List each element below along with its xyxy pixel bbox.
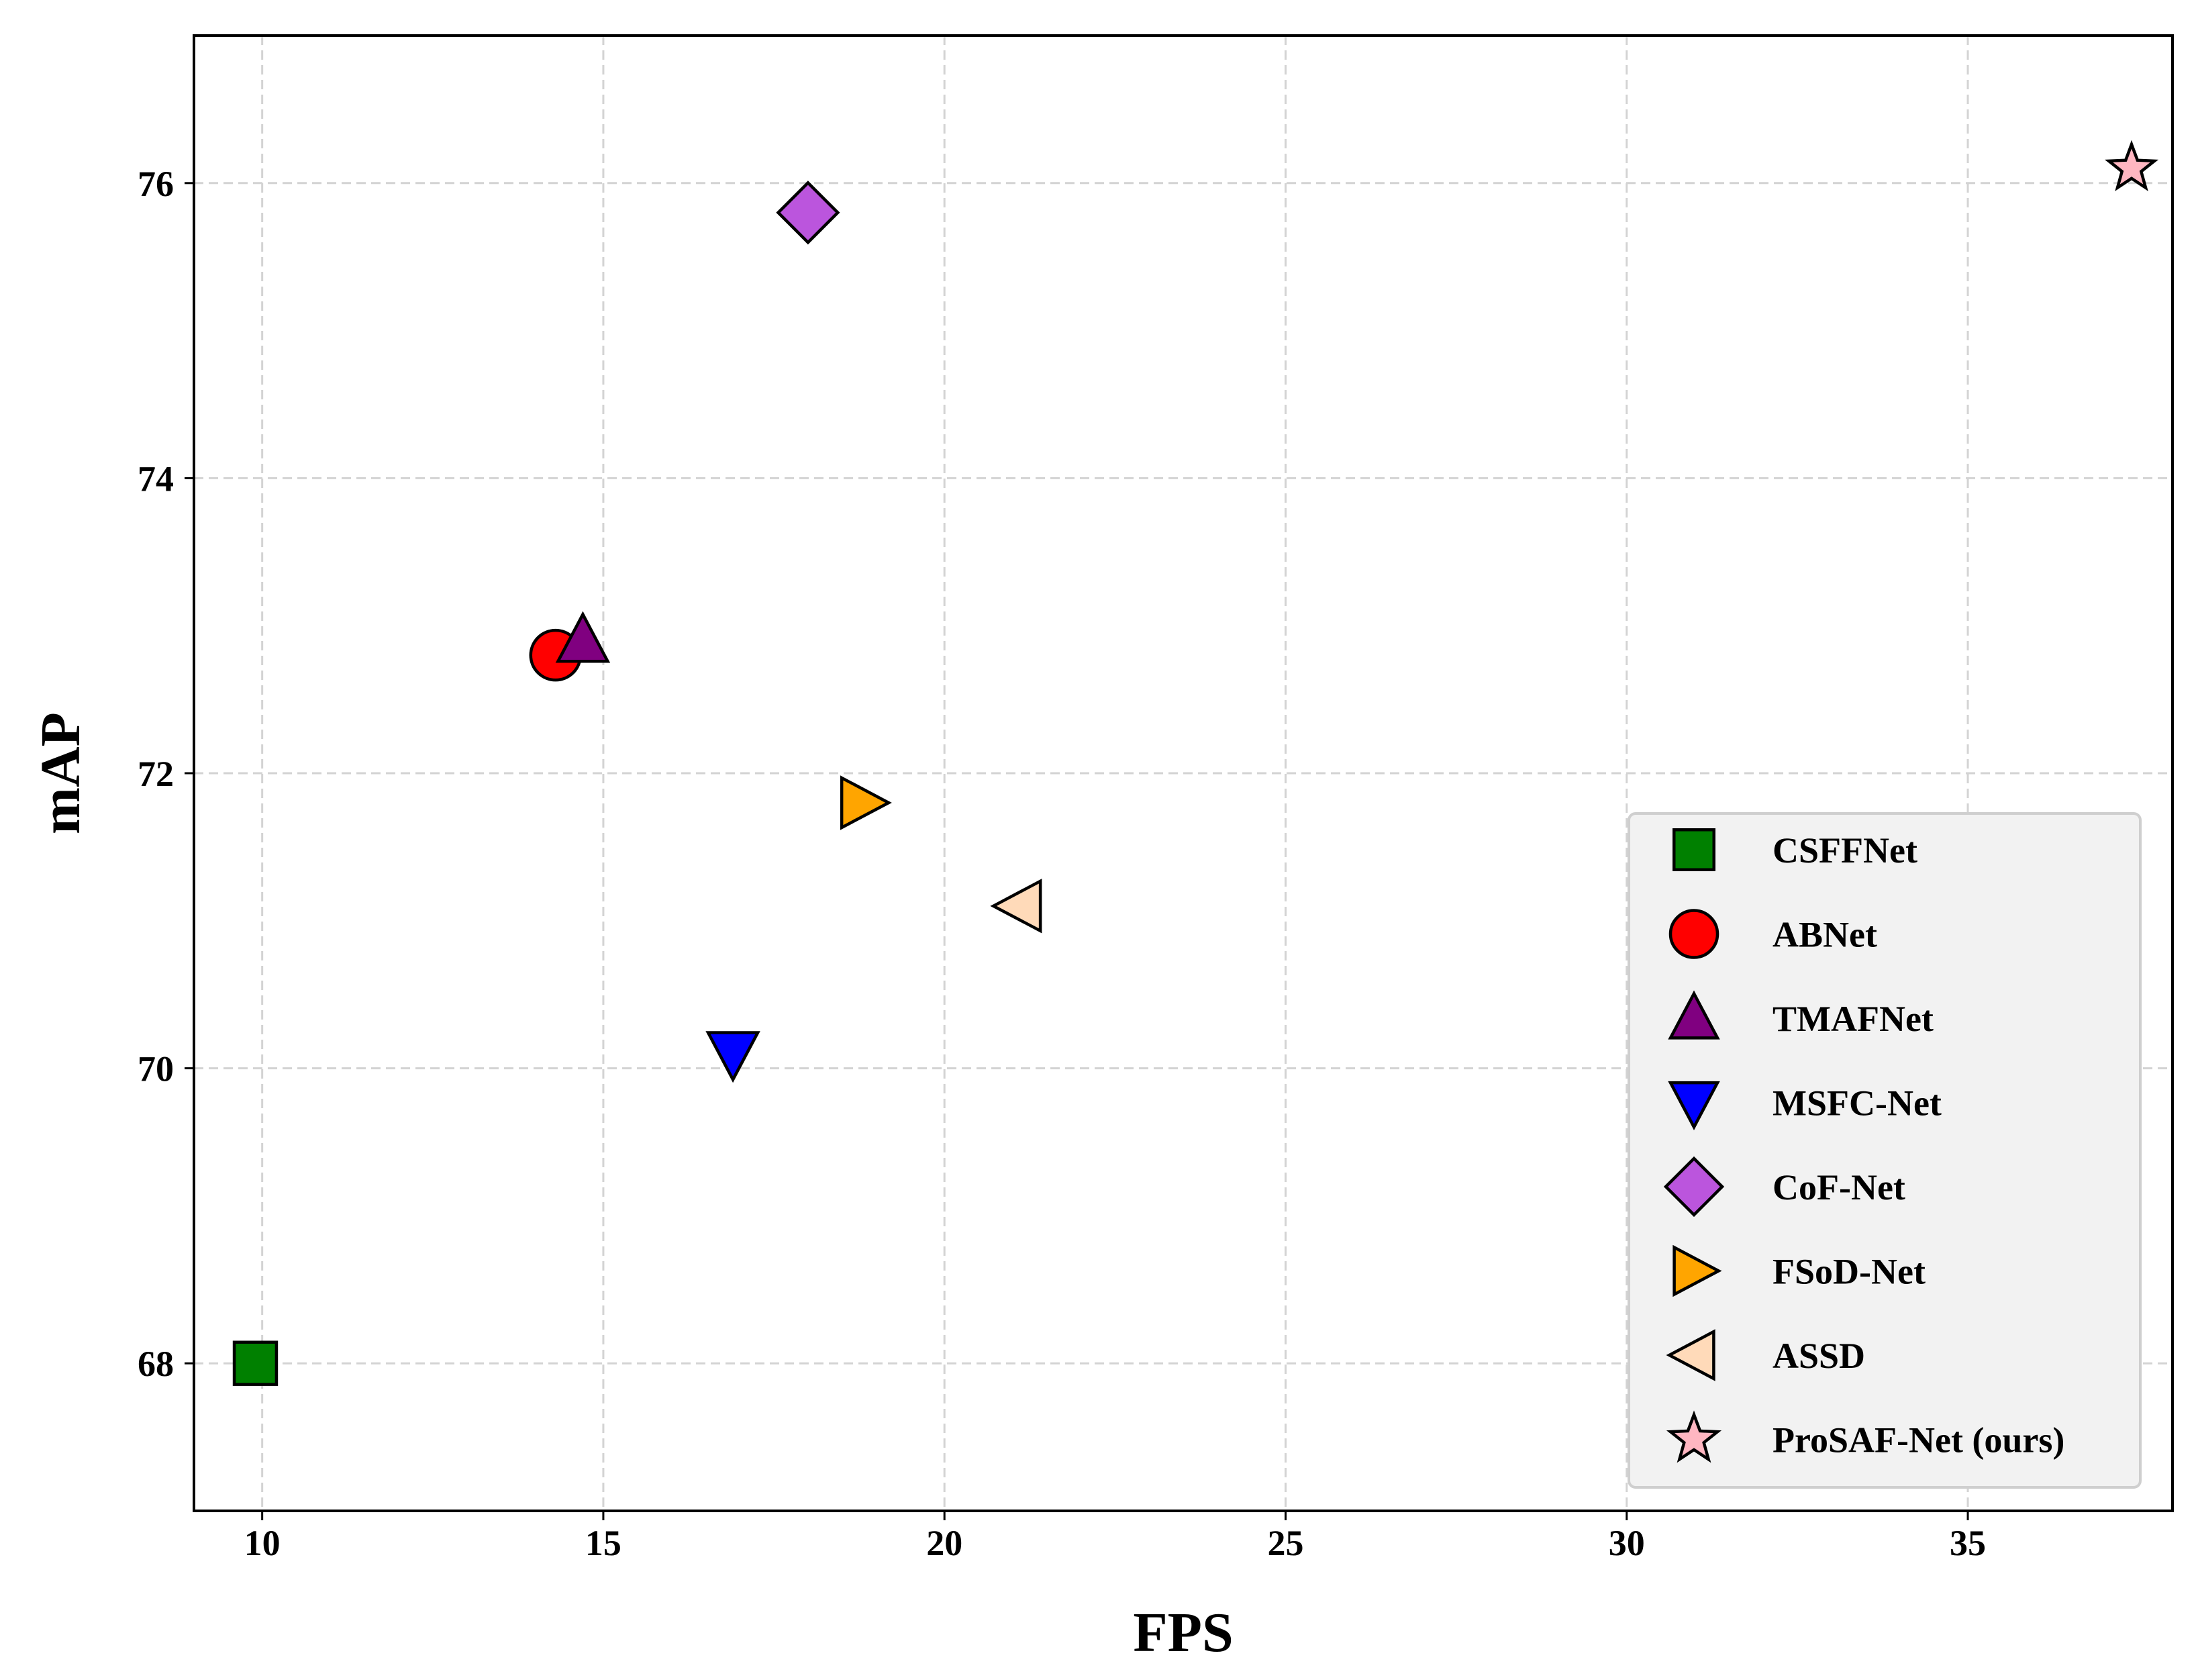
x-tick-label: 25 [1267,1523,1303,1563]
x-tick-label: 10 [244,1523,281,1563]
y-tick-label: 74 [138,458,174,499]
legend-label: ASSD [1773,1336,1865,1376]
legend-label: ProSAF-Net (ours) [1773,1420,2064,1461]
data-point-msfc-net [705,1031,760,1083]
data-point-assd [990,879,1042,934]
y-axis-title: mAP [30,712,92,834]
legend-marker-triangle-right-icon [1673,1244,1722,1297]
legend-marker-square-icon [1673,828,1715,871]
legend-label: CoF-Net [1773,1167,1905,1207]
legend-marker-triangle-up-icon [1668,990,1720,1040]
legend: CSFFNet ABNet TMAFNet MSFC-Net CoF-Net FSoD-N… [1628,812,2142,1489]
legend-marker-star-icon [1666,1410,1722,1463]
y-tick-label: 76 [138,164,174,204]
axis-ticks: 10 15 20 25 30 35 68 70 72 74 76 [138,164,1986,1563]
data-point-csffnet [232,1340,279,1386]
y-tick-label: 70 [138,1049,174,1089]
data-point-prosaf-net-ours- [2105,140,2159,191]
x-axis-title: FPS [1133,1601,1233,1664]
legend-marker-triangle-left-icon [1666,1329,1715,1381]
y-tick-label: 72 [138,754,174,794]
legend-label: FSoD-Net [1773,1252,1926,1292]
data-point-tmafnet [555,611,611,663]
x-tick-label: 20 [926,1523,962,1563]
legend-label: MSFC-Net [1773,1083,1942,1124]
data-point-fsod-net [840,775,892,830]
x-tick-label: 15 [585,1523,621,1563]
y-tick-label: 68 [138,1344,174,1384]
legend-frame [1628,812,2142,1489]
legend-label: ABNet [1773,915,1877,955]
data-point-cof-net [776,181,840,245]
x-tick-label: 35 [1950,1523,1986,1563]
legend-marker-diamond-icon [1663,1156,1725,1218]
x-tick-label: 30 [1609,1523,1645,1563]
legend-label: TMAFNet [1773,999,1934,1039]
data-markers [232,140,2159,1386]
legend-label: CSFFNet [1773,830,1917,871]
legend-marker-circle-icon [1668,909,1719,959]
legend-marker-triangle-down-icon [1668,1081,1720,1131]
